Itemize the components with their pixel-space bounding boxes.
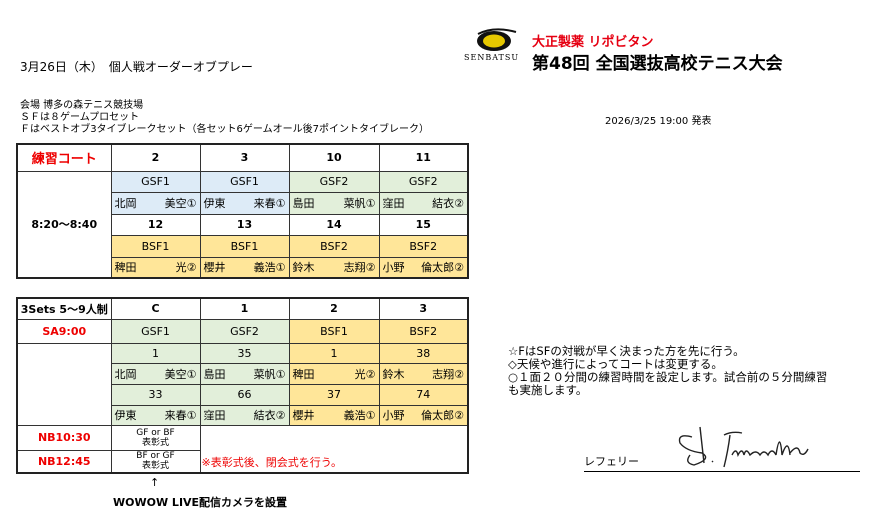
signature-line [584,471,860,472]
nb-time: NB12:45 [16,449,112,474]
court-number: 14 [288,213,380,236]
signature-icon [672,425,822,474]
note-line: ☆FはSFの対戦が早く決まった方を先に行う。 [508,344,745,358]
event-label: BSF1 [199,234,290,258]
event-label: BSF2 [288,234,380,258]
player-name: 伊東 来春① [110,404,201,426]
event-label: BSF1 [110,234,201,258]
logo-text: SENBATSU [464,53,520,62]
ceremony-cell: GF or BF 表彰式 [110,424,201,451]
senbatsu-logo-icon [464,28,524,58]
player-name: 鈴木 志翔② [378,362,469,385]
format-label: 3Sets 5～9人制 [16,297,112,320]
event-label: GSF1 [199,170,290,193]
player-name: 小野 倫太郎② [378,404,469,426]
court-number: 3 [199,143,290,172]
info-line: Ｆはベストオブ3タイブレークセット（各セット6ゲームオール後7ポイントタイブレー… [20,124,429,135]
player-name: 島田 菜帆① [199,362,290,385]
court-number: 15 [378,213,469,236]
blank-cell [16,342,112,426]
player-name: 窪田 結衣② [199,404,290,426]
published-time: 2026/3/25 19:00 発表 [605,116,712,127]
player-name: 櫻井 義浩① [199,256,290,279]
court-number: 12 [110,213,201,236]
event-label: BSF2 [378,318,469,344]
closing-note: ※表彰式後、閉会式を行う。 [199,424,469,474]
player-name: 島田 菜帆① [288,191,380,215]
event-label: BSF1 [288,318,380,344]
info-line: 会場 博多の森テニス競技場 [20,100,144,111]
nb-time: NB10:30 [16,424,112,451]
court-number: 2 [110,143,201,172]
player-name: 北岡 美空① [110,362,201,385]
ceremony-cell: BF or GF 表彰式 [110,449,201,474]
venue-info: 会場 博多の森テニス競技場 ＳＦは８ゲームプロセット Ｆはベストオブ3タイブレー… [20,100,429,136]
court-name: 2 [288,297,380,320]
event-label: GSF2 [199,318,290,344]
page-title: 3月26日（木） 個人戦オーダーオブプレー [20,60,253,74]
sponsor: 大正製薬 リポビタン [532,35,654,50]
event-label: BSF2 [378,234,469,258]
draw-number: 66 [199,383,290,406]
event-label: GSF2 [378,170,469,193]
draw-number: 1 [288,342,380,364]
court-name: 1 [199,297,290,320]
court-name: C [110,297,201,320]
practice-label: 練習コート [16,143,112,172]
player-name: 窪田 結衣② [378,191,469,215]
practice-court-table: 練習コート 2 3 10 11 8:20～8:40 GSF1 GSF1 GSF2… [16,143,469,279]
event-label: GSF2 [288,170,380,193]
note-line: ○１面２０分間の練習時間を設定します。試合前の５分間練習 [508,370,828,384]
practice-time: 8:20～8:40 [16,170,112,279]
event-label: GSF1 [110,170,201,193]
player-name: 鈴木 志翔② [288,256,380,279]
note-line: も実施します。 [508,383,588,397]
draw-number: 1 [110,342,201,364]
player-name: 稗田 光② [288,362,380,385]
draw-number: 74 [378,383,469,406]
court-number: 10 [288,143,380,172]
player-name: 伊東 来春① [199,191,290,215]
event-label: GSF1 [110,318,201,344]
court-number: 13 [199,213,290,236]
referee-label: レフェリー [584,455,639,468]
camera-note: WOWOW LIVE配信カメラを設置 [113,496,288,509]
player-name: 北岡 美空① [110,191,201,215]
info-line: ＳＦは８ゲームプロセット [20,112,140,123]
draw-number: 35 [199,342,290,364]
order-of-play-table: 3Sets 5～9人制 C 1 2 3 SA9:00 GSF1 GSF2 BSF… [16,297,469,474]
draw-number: 38 [378,342,469,364]
court-name: 3 [378,297,469,320]
player-name: 櫻井 義浩① [288,404,380,426]
arrow-up-icon: ↑ [150,476,160,489]
draw-number: 33 [110,383,201,406]
player-name: 小野 倫太郎② [378,256,469,279]
event-title: 第48回 全国選抜高校テニス大会 [532,54,783,74]
start-time: SA9:00 [16,318,112,344]
notes: ☆FはSFの対戦が早く決まった方を先に行う。 ◇天候や進行によってコートは変更す… [508,345,827,397]
player-name: 稗田 光② [110,256,201,279]
note-line: ◇天候や進行によってコートは変更する。 [508,357,723,371]
court-number: 11 [378,143,469,172]
draw-number: 37 [288,383,380,406]
